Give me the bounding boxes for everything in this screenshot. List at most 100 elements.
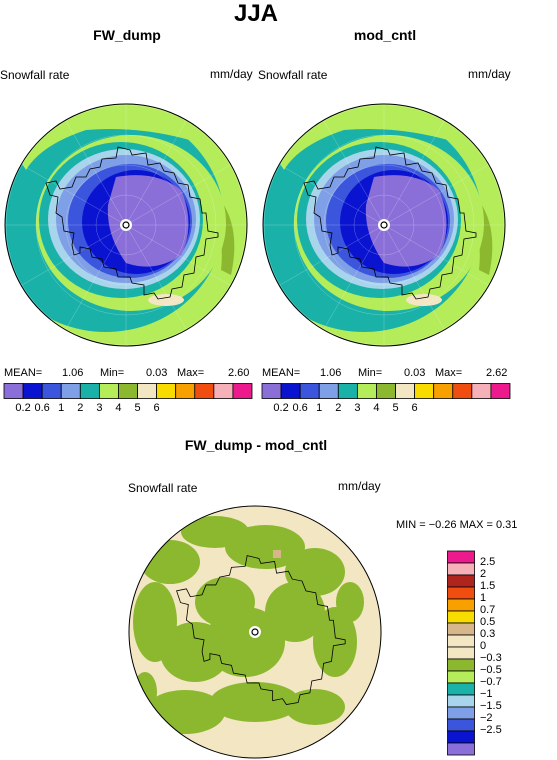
colorbar-difference	[447, 550, 475, 756]
lon-gridline	[125, 120, 187, 226]
coastline	[45, 146, 219, 300]
region-olive	[313, 607, 357, 677]
colorbar-tick-label: 3	[96, 402, 103, 414]
stat-max-value-mod-cntl: 2.62	[486, 367, 508, 379]
colorbar-tick-label: 0.5	[480, 616, 496, 628]
stat-mean-label-mod-cntl: MEAN=	[262, 367, 301, 379]
colorbar-swatch-magenta	[232, 383, 253, 399]
colorbar-tick-label: 2	[335, 402, 342, 414]
region-lime-north	[272, 106, 479, 170]
panel-title-mod-cntl: mod_cntl	[353, 27, 417, 43]
polar-map-fw-dump	[4, 103, 248, 347]
lon-gridline	[125, 224, 187, 330]
panel-units-label-mod-cntl: mm/day	[468, 67, 511, 81]
colorbar-swatch-lime	[98, 383, 119, 399]
coastline	[176, 555, 346, 705]
colorbar-swatch-pink	[471, 383, 492, 399]
colorbar-swatch-pink	[213, 383, 234, 399]
main-title: JJA	[233, 0, 279, 27]
colorbar-swatch-yellow	[447, 610, 475, 624]
colorbar-tick-label: −2	[480, 712, 493, 724]
colorbar-tick-label: −1.5	[480, 700, 502, 712]
lon-gridline	[21, 224, 127, 286]
colorbar-swatch-cream	[395, 383, 416, 399]
region-olive	[140, 540, 200, 584]
colorbar-swatch-olive	[447, 658, 475, 672]
polar-map-difference	[128, 505, 382, 759]
colorbar-swatch-blue	[22, 383, 43, 399]
colorbar-tick-label: −2.5	[480, 724, 502, 736]
colorbar-swatch-cream	[447, 646, 475, 660]
colorbar-swatch-teal	[79, 383, 100, 399]
map-layers	[263, 104, 505, 346]
colorbar-tick-label: 5	[392, 402, 399, 414]
colorbar-tick-label: 6	[411, 402, 418, 414]
colorbar-swatch-midblue	[41, 383, 62, 399]
diff-min-max-stats: MIN = −0.26 MAX = 0.31	[396, 519, 518, 531]
lon-gridline	[125, 224, 231, 286]
region-olive-east	[201, 185, 235, 275]
colorbar-tick-label: 0	[480, 640, 487, 652]
region-cream	[406, 294, 442, 306]
region-tan	[273, 550, 281, 558]
map-boundary	[4, 103, 248, 347]
polar-map-mod-cntl	[262, 103, 506, 347]
stat-mean-value-fw-dump: 1.06	[62, 367, 84, 379]
colorbar-tick-label: 0.2	[273, 402, 289, 414]
lon-gridline	[383, 164, 489, 226]
colorbar-swatch-darkred	[447, 574, 475, 588]
colorbar-tick-label: 2.5	[480, 556, 496, 568]
stat-min-value-mod-cntl: 0.03	[404, 367, 426, 379]
lon-gridline	[383, 224, 489, 286]
colorbar-swatch-orange	[447, 598, 475, 612]
colorbar-swatch-lavender	[3, 383, 24, 399]
stat-max-label-mod-cntl: Max=	[435, 367, 463, 379]
colorbar-tick-label: 1	[58, 402, 65, 414]
panel-units-label-fw-dump: mm/day	[210, 67, 253, 81]
colorbar-tick-label: −0.7	[480, 676, 502, 688]
colorbar-tick-label: −1	[480, 688, 493, 700]
map-boundary	[262, 103, 506, 347]
colorbar-swatch-teal	[447, 682, 475, 696]
colorbar-swatch-ltblue	[318, 383, 339, 399]
colorbar-tick-label: 3	[354, 402, 361, 414]
lon-gridline	[65, 224, 127, 330]
colorbar-fw-dump	[3, 383, 253, 399]
stat-max-value-fw-dump: 2.60	[228, 367, 250, 379]
lon-gridline	[323, 224, 385, 330]
pole-marker	[249, 626, 261, 638]
colorbar-tick-label: 0.7	[480, 604, 496, 616]
colorbar-swatch-orange	[433, 383, 454, 399]
colorbar-swatch-pink	[447, 562, 475, 576]
colorbar-tick-label: 1	[480, 592, 487, 604]
diff-units-label: mm/day	[338, 479, 381, 493]
coastline	[303, 146, 477, 300]
pole-marker-ring	[380, 221, 388, 229]
region-olive	[225, 525, 305, 569]
stat-mean-value-mod-cntl: 1.06	[320, 367, 342, 379]
colorbar-swatch-olive	[376, 383, 396, 399]
colorbar-swatch-tan	[447, 622, 475, 636]
stat-min-label-mod-cntl: Min=	[358, 367, 383, 379]
colorbar-swatch-orange	[175, 383, 196, 399]
diff-variable-label: Snowfall rate	[128, 481, 198, 495]
region-olive	[285, 689, 345, 725]
colorbar-tick-label: 0.2	[15, 402, 31, 414]
colorbar-tick-label: 2	[480, 568, 487, 580]
lon-gridline	[65, 120, 127, 226]
core-lavender	[107, 175, 189, 267]
colorbar-tick-label: 2	[77, 402, 84, 414]
lon-gridline	[383, 120, 445, 226]
lon-gridline	[21, 164, 127, 226]
lon-gridline	[279, 224, 385, 286]
colorbar-tick-label: 1.5	[480, 580, 496, 592]
pole-marker	[120, 219, 132, 231]
lon-gridline	[279, 164, 385, 226]
colorbar-swatch-magenta	[490, 383, 511, 399]
map-boundary	[128, 505, 382, 759]
colorbar-tick-label: 0.6	[292, 402, 308, 414]
colorbar-swatch-paleblue	[447, 694, 475, 708]
colorbar-swatch-ltblue	[447, 706, 475, 720]
colorbar-swatch-blue	[280, 383, 301, 399]
diff-title: FW_dump - mod_cntl	[184, 437, 328, 453]
